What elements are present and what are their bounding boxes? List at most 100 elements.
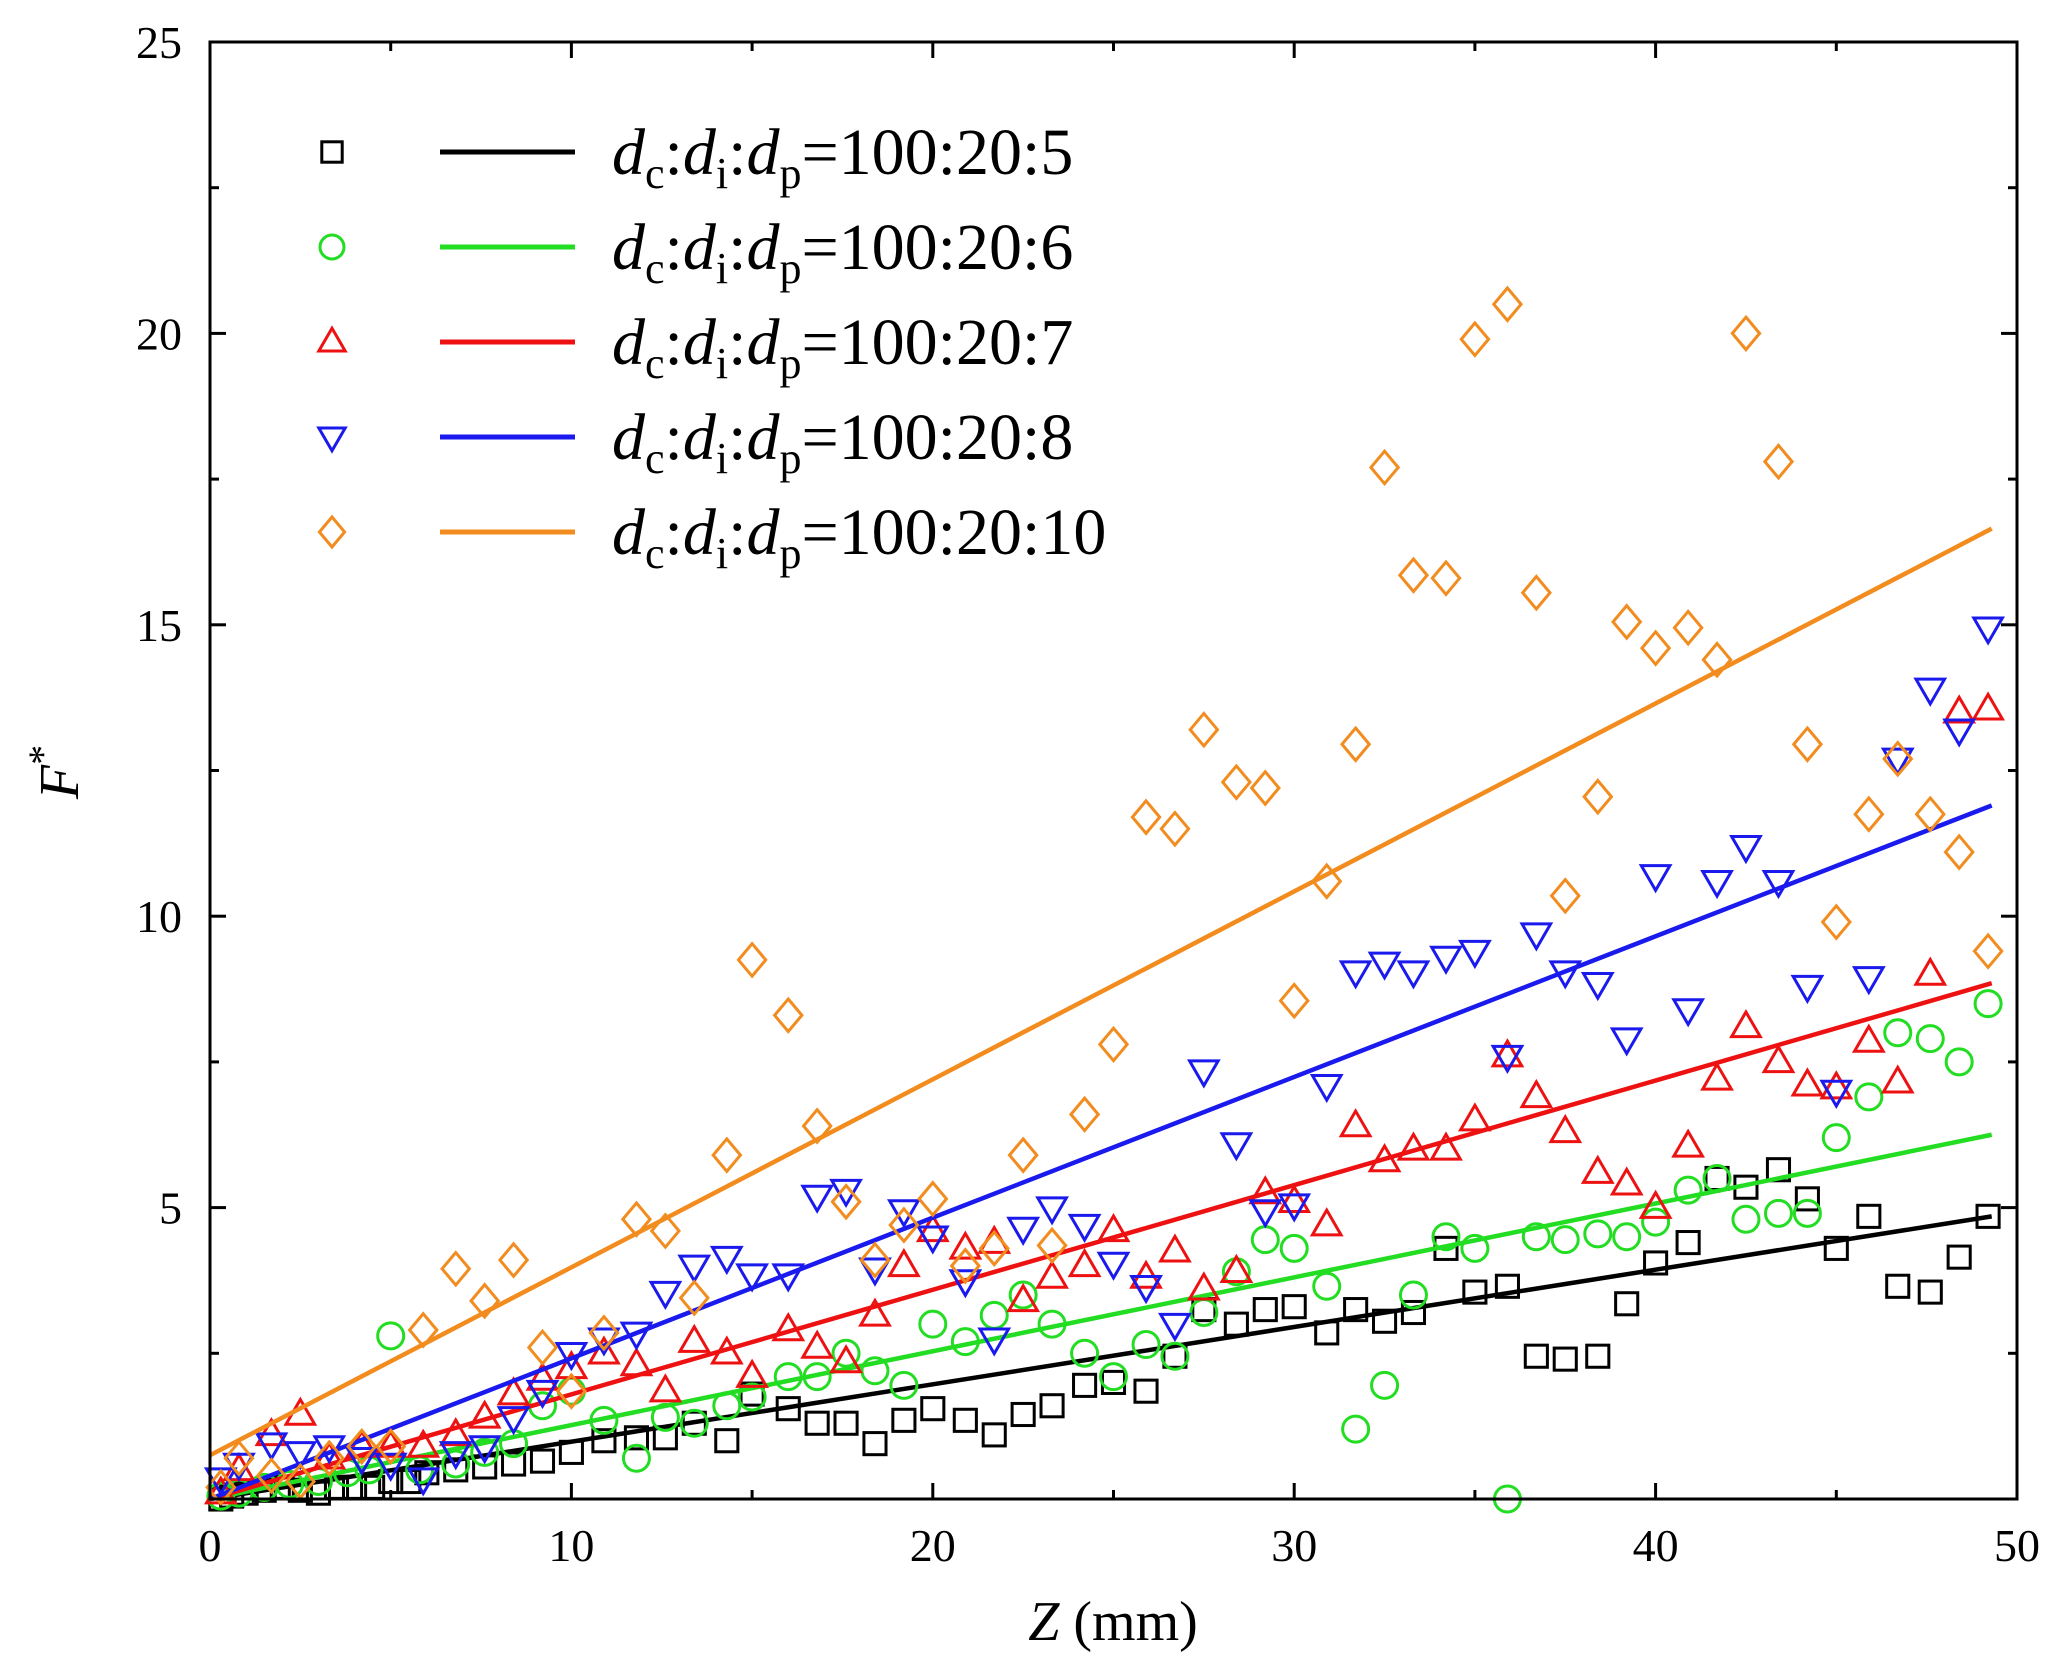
data-point-ratio-5-19	[591, 1428, 617, 1454]
data-point-ratio-8-23	[858, 1257, 892, 1287]
data-point-ratio-7-19	[735, 1358, 770, 1388]
legend-entry-ratio-5: dc:di:dp=100:20:5	[320, 116, 1073, 198]
data-point-ratio-7-21	[800, 1329, 835, 1359]
data-point-ratio-10-25	[917, 1180, 949, 1218]
data-point-ratio-6-8	[376, 1321, 406, 1351]
data-point-ratio-6-39	[1312, 1271, 1342, 1301]
data-point-ratio-7-38	[1309, 1207, 1344, 1237]
legend-entry-ratio-7: dc:di:dp=100:20:7	[316, 306, 1073, 388]
data-point-ratio-10-51	[1701, 641, 1733, 679]
data-point-ratio-7-23	[858, 1297, 892, 1327]
data-point-ratio-5-54	[1643, 1250, 1669, 1276]
x-tick-label: 10	[548, 1520, 594, 1571]
y-axis-variable: F	[29, 764, 91, 800]
data-point-ratio-7-26	[948, 1230, 983, 1260]
data-point-ratio-6-16	[621, 1443, 651, 1473]
data-point-ratio-5-64	[1946, 1244, 1972, 1270]
series-ratio-8	[203, 616, 2005, 1502]
data-point-ratio-10-53	[1762, 443, 1795, 481]
data-point-ratio-6-33	[1131, 1330, 1161, 1360]
data-point-ratio-8-28	[1006, 1216, 1041, 1246]
data-point-ratio-5-20	[623, 1425, 650, 1451]
data-point-ratio-10-9	[440, 1250, 472, 1288]
data-point-ratio-5-49	[1494, 1273, 1520, 1299]
legend-label: dc:di:dp=100:20:8	[612, 401, 1073, 483]
data-point-ratio-10-30	[1068, 1095, 1101, 1133]
data-point-ratio-8-41	[1396, 960, 1431, 990]
data-point-ratio-6-43	[1431, 1222, 1461, 1252]
data-point-ratio-8-31	[1096, 1251, 1131, 1281]
data-point-ratio-8-58	[1913, 677, 1948, 707]
data-point-ratio-7-43	[1457, 1102, 1492, 1132]
data-point-ratio-5-63	[1917, 1279, 1943, 1305]
data-point-ratio-6-11	[470, 1437, 500, 1467]
data-point-ratio-7-34	[1186, 1271, 1221, 1301]
data-point-ratio-8-30	[1067, 1213, 1102, 1244]
data-point-ratio-6-20	[737, 1382, 767, 1412]
legend-marker	[320, 140, 344, 164]
data-point-ratio-10-13	[555, 1372, 588, 1410]
data-point-ratio-6-47	[1550, 1225, 1580, 1255]
data-point-ratio-8-27	[977, 1327, 1012, 1357]
data-point-ratio-8-7	[373, 1452, 408, 1482]
data-point-ratio-5-41	[1252, 1297, 1278, 1323]
y-tick-label: 5	[159, 1183, 182, 1234]
data-point-ratio-10-42	[1430, 559, 1462, 597]
data-point-ratio-6-61	[1973, 989, 2003, 1019]
data-point-ratio-10-49	[1639, 629, 1672, 667]
data-point-ratio-5-26	[804, 1410, 830, 1436]
x-tick-label: 0	[199, 1520, 222, 1571]
data-point-ratio-6-54	[1763, 1198, 1793, 1228]
data-point-ratio-7-49	[1638, 1189, 1673, 1219]
data-point-ratio-10-28	[1007, 1136, 1039, 1174]
legend-entry-ratio-10: dc:di:dp=100:20:10	[317, 496, 1106, 578]
data-point-ratio-6-48	[1583, 1219, 1613, 1249]
data-point-ratio-10-43	[1459, 320, 1491, 358]
data-point-ratio-7-52	[1729, 1008, 1763, 1039]
data-point-ratio-10-18	[711, 1136, 743, 1174]
data-point-ratio-7-53	[1761, 1043, 1796, 1074]
data-point-ratio-7-55	[1819, 1070, 1854, 1100]
data-point-ratio-5-51	[1552, 1346, 1578, 1372]
data-point-ratio-5-23	[714, 1428, 740, 1454]
data-point-ratio-5-50	[1523, 1343, 1549, 1369]
data-point-ratio-7-39	[1338, 1108, 1373, 1138]
data-point-ratio-6-32	[1099, 1362, 1128, 1392]
data-point-ratio-6-40	[1341, 1414, 1371, 1444]
data-point-ratio-10-5	[313, 1439, 345, 1477]
y-tick-label: 10	[136, 891, 182, 942]
data-point-ratio-8-55	[1819, 1079, 1854, 1109]
data-point-ratio-8-26	[948, 1269, 983, 1299]
data-point-ratio-6-44	[1460, 1233, 1490, 1263]
data-point-ratio-10-60	[1972, 932, 2004, 970]
data-point-ratio-5-56	[1704, 1165, 1730, 1192]
series-ratio-10	[205, 285, 2004, 1506]
data-point-ratio-7-37	[1277, 1183, 1312, 1214]
data-point-ratio-6-21	[773, 1362, 803, 1392]
data-point-ratio-10-52	[1730, 314, 1762, 352]
data-point-ratio-7-45	[1519, 1078, 1554, 1109]
data-point-ratio-10-26	[949, 1247, 981, 1285]
data-point-ratio-5-61	[1856, 1203, 1882, 1229]
x-tick-label: 50	[1994, 1520, 2040, 1571]
data-point-ratio-8-34	[1186, 1059, 1221, 1089]
legend-entry-ratio-6: dc:di:dp=100:20:6	[318, 211, 1073, 293]
data-point-ratio-10-34	[1188, 711, 1220, 749]
data-point-ratio-8-56	[1851, 966, 1886, 996]
data-point-ratio-8-12	[525, 1379, 560, 1410]
series-ratio-5	[208, 1157, 2001, 1512]
data-point-ratio-10-19	[736, 941, 768, 979]
data-point-ratio-5-32	[981, 1422, 1007, 1448]
fit-line-ratio-7	[209, 981, 1993, 1502]
data-point-ratio-8-8	[406, 1467, 441, 1497]
y-axis-title: F*	[20, 745, 91, 800]
data-point-ratio-5-45	[1372, 1308, 1398, 1334]
data-point-ratio-6-58	[1883, 1018, 1913, 1048]
data-point-ratio-10-14	[588, 1314, 620, 1352]
axis-ticks: 0 10 20 30 40 50 5 10 15 20 25	[136, 17, 2040, 1571]
data-point-ratio-5-65	[1975, 1203, 2001, 1229]
data-point-ratio-8-37	[1277, 1193, 1312, 1223]
data-point-ratio-7-35	[1219, 1253, 1254, 1283]
data-marks-layer	[203, 285, 2005, 1514]
data-point-ratio-6-56	[1821, 1123, 1851, 1153]
